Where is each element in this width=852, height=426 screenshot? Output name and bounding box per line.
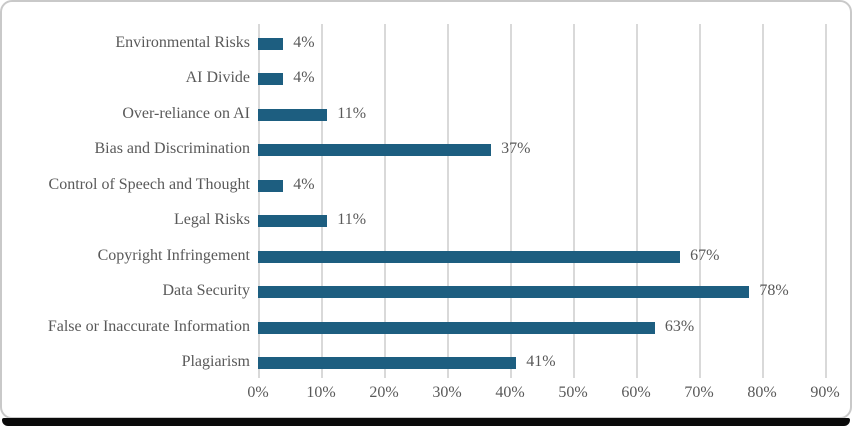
gridline: [573, 24, 575, 378]
x-axis-tick-label: 0%: [247, 384, 269, 401]
gridline: [321, 24, 323, 378]
bar: [258, 37, 284, 50]
bar: [258, 144, 492, 157]
x-axis-tick-label: 90%: [810, 384, 840, 401]
x-axis-tick-label: 80%: [747, 384, 777, 401]
plot-area: Environmental Risks 4% AI Divide 4% Over-rel…: [2, 2, 850, 417]
category-label: False or Inaccurate Information: [47, 317, 250, 335]
x-axis-tick-label: 40%: [495, 384, 525, 401]
value-label: 37%: [501, 140, 531, 158]
value-label: 11%: [337, 211, 367, 229]
bar: [258, 286, 750, 299]
value-label: 78%: [759, 282, 789, 300]
gridline: [258, 24, 260, 378]
x-axis-tick-label: 10%: [306, 384, 336, 401]
bar: [258, 321, 655, 334]
category-label: Plagiarism: [181, 353, 250, 371]
category-label: Over-reliance on AI: [122, 104, 250, 122]
bar: [258, 108, 328, 121]
value-label: 4%: [293, 33, 315, 51]
gridline: [825, 24, 827, 378]
category-label: Copyright Infringement: [97, 246, 250, 264]
category-label: Control of Speech and Thought: [48, 175, 250, 193]
gridline: [762, 24, 764, 378]
value-label: 63%: [664, 317, 695, 335]
category-label: Bias and Discrimination: [94, 140, 250, 158]
gridline: [447, 24, 449, 378]
category-label: Legal Risks: [174, 211, 250, 229]
gridline: [636, 24, 638, 378]
bar: [258, 250, 681, 263]
gridline: [699, 24, 701, 378]
x-axis-tick-label: 50%: [558, 384, 588, 401]
x-axis-tick-label: 60%: [621, 384, 651, 401]
bottom-edge: [2, 418, 850, 426]
x-axis-tick-label: 20%: [369, 384, 399, 401]
bar: [258, 179, 284, 192]
bar: [258, 215, 328, 228]
bar: [258, 357, 517, 370]
value-label: 67%: [690, 246, 720, 264]
value-label: 4%: [293, 69, 315, 87]
category-label: AI Divide: [185, 69, 250, 87]
gridline: [384, 24, 386, 378]
value-label: 41%: [526, 353, 556, 371]
value-label: 11%: [337, 104, 367, 122]
x-axis-tick-label: 30%: [432, 384, 462, 401]
bar: [258, 73, 284, 86]
category-label: Environmental Risks: [115, 33, 250, 51]
x-axis-tick-label: 70%: [684, 384, 714, 401]
category-label: Data Security: [162, 282, 250, 300]
value-label: 4%: [293, 175, 315, 193]
gridline: [510, 24, 512, 378]
